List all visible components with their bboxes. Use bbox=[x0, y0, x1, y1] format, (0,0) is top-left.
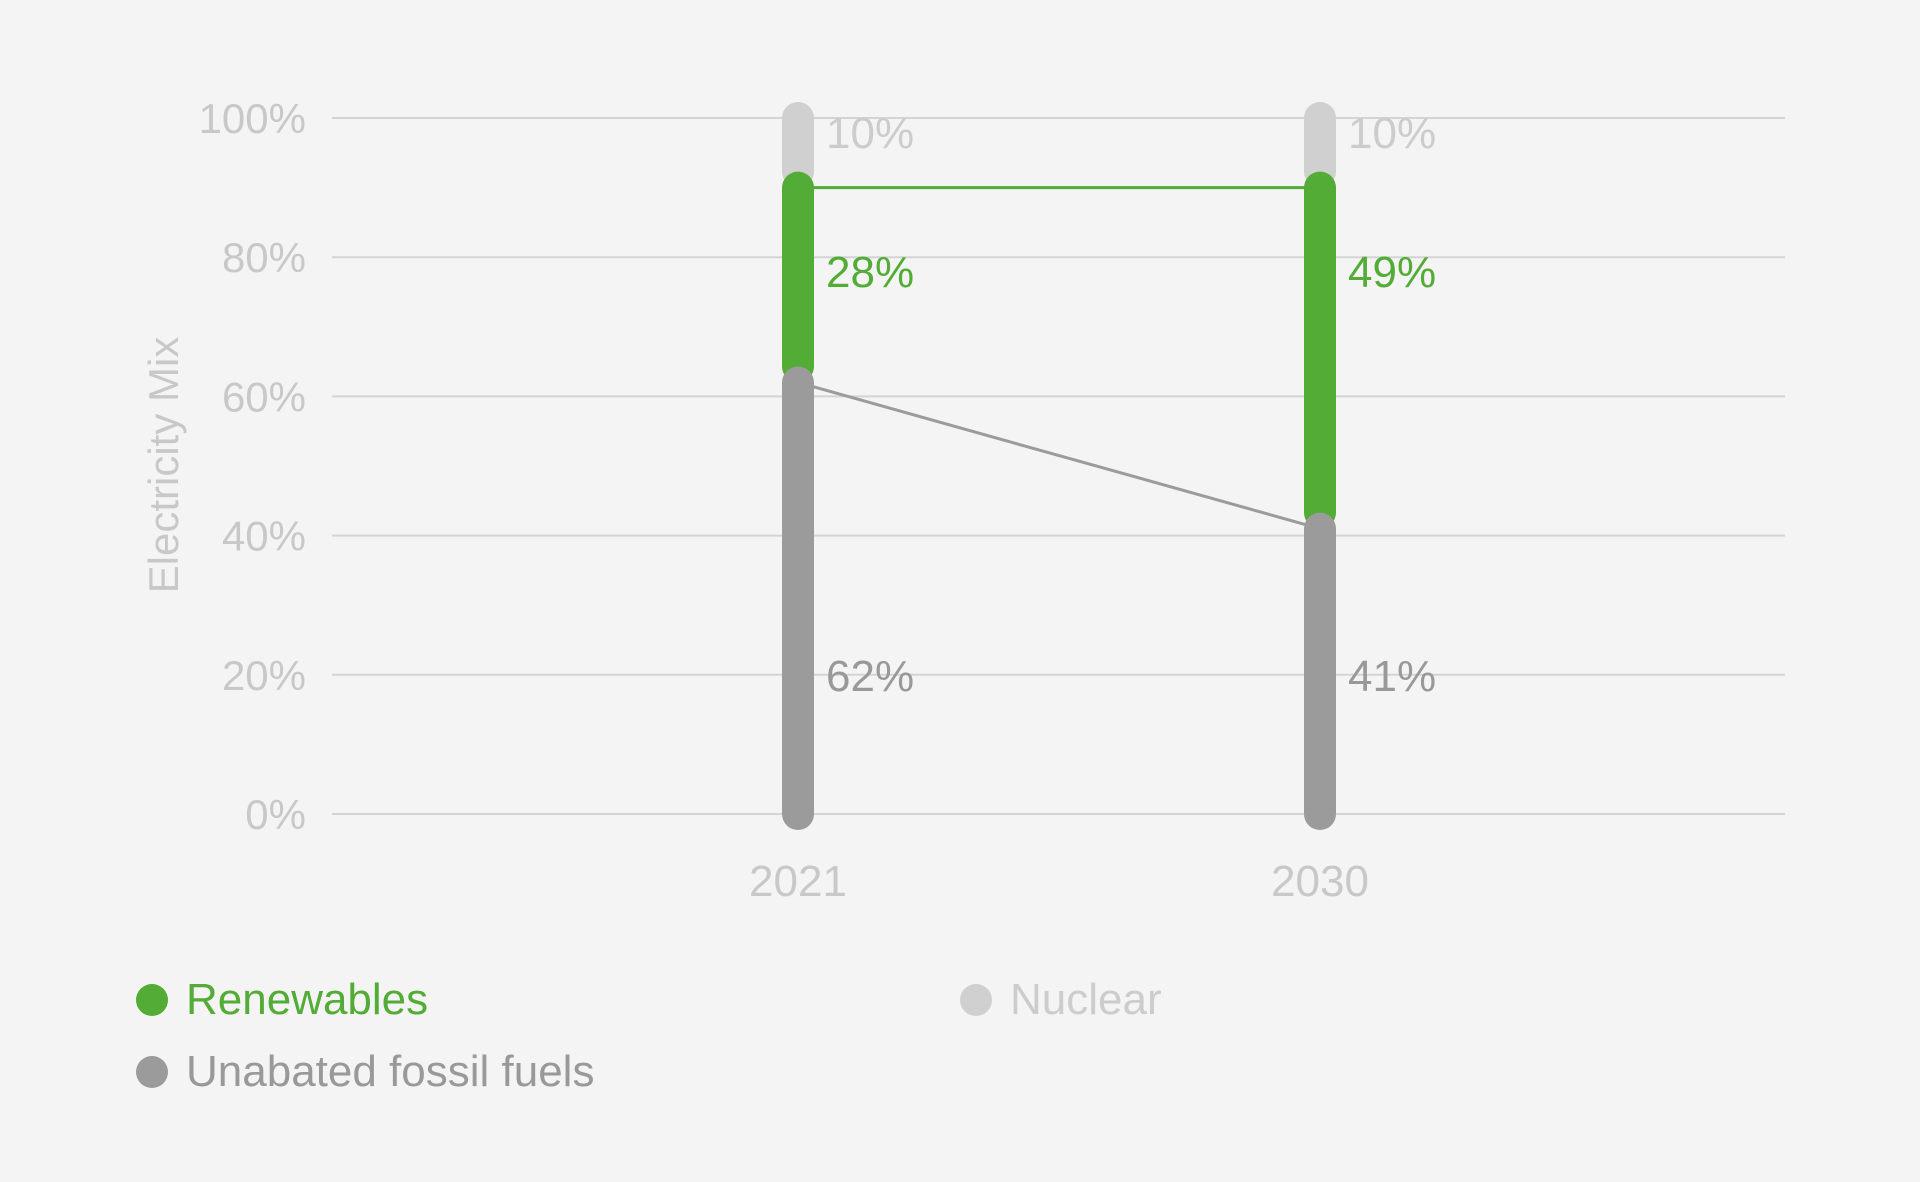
legend-item-fossil-fuels: Unabated fossil fuels bbox=[136, 1047, 594, 1097]
data-label-renewables: 28% bbox=[826, 248, 914, 297]
data-label-unabated-fossil-fuels: 62% bbox=[826, 652, 914, 701]
nuclear-legend-dot bbox=[960, 984, 992, 1016]
bar-segment-nuclear bbox=[1304, 102, 1336, 188]
y-tick-label: 80% bbox=[222, 234, 306, 281]
y-axis-tick-labels: 0% 20% 40% 60% 80% 100% bbox=[199, 95, 306, 838]
legend-label-fossil-fuels: Unabated fossil fuels bbox=[186, 1047, 595, 1096]
bar-segment-renewables bbox=[782, 171, 814, 383]
legend-item-nuclear: Nuclear bbox=[960, 975, 1162, 1025]
legend-item-renewables: Renewables bbox=[136, 975, 428, 1025]
x-tick-label: 2030 bbox=[1271, 857, 1369, 906]
x-tick-label: 2021 bbox=[749, 857, 847, 906]
x-axis-tick-labels: 2021 2030 bbox=[749, 857, 1369, 906]
y-tick-label: 20% bbox=[222, 652, 306, 699]
y-tick-label: 60% bbox=[222, 373, 306, 420]
y-tick-label: 100% bbox=[199, 95, 306, 142]
data-label-nuclear: 10% bbox=[826, 109, 914, 158]
stacked-bars bbox=[782, 102, 1336, 830]
fossil-fuels-legend-dot bbox=[136, 1056, 168, 1088]
bar-segment-nuclear bbox=[782, 102, 814, 188]
data-label-renewables: 49% bbox=[1348, 248, 1436, 297]
bar-segment-renewables bbox=[1304, 171, 1336, 529]
bar-segment-unabated-fossil-fuels bbox=[782, 366, 814, 830]
connector-line-unabated-fossil-fuels bbox=[797, 381, 1321, 531]
data-label-unabated-fossil-fuels: 41% bbox=[1348, 652, 1436, 701]
renewables-legend-dot bbox=[136, 984, 168, 1016]
bar-segment-unabated-fossil-fuels bbox=[1304, 512, 1336, 830]
data-labels: 62% 28% 10% 41% 49% 10% bbox=[826, 109, 1436, 701]
y-axis-label: Electricity Mix bbox=[140, 337, 187, 594]
legend-label-renewables: Renewables bbox=[186, 975, 429, 1024]
y-tick-label: 0% bbox=[245, 791, 306, 838]
legend-label-nuclear: Nuclear bbox=[1010, 975, 1162, 1024]
connector-lines bbox=[797, 186, 1321, 531]
gridlines bbox=[332, 117, 1785, 815]
data-label-nuclear: 10% bbox=[1348, 109, 1436, 158]
y-tick-label: 40% bbox=[222, 513, 306, 560]
